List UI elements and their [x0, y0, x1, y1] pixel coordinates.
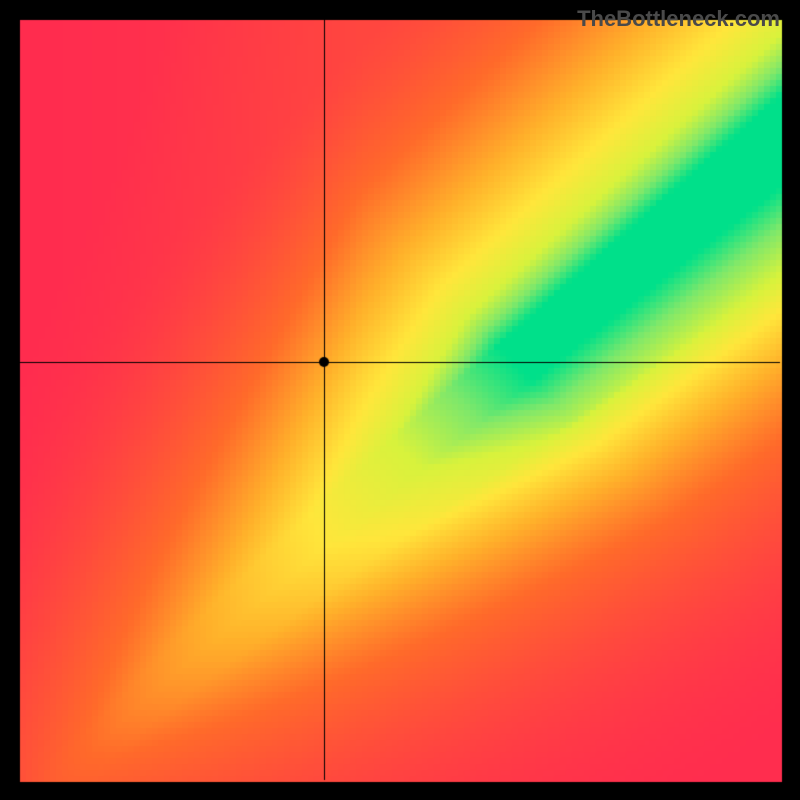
chart-container: { "attribution": { "text": "TheBottlenec…	[0, 0, 800, 800]
bottleneck-heatmap	[0, 0, 800, 800]
attribution-text: TheBottleneck.com	[577, 6, 780, 32]
